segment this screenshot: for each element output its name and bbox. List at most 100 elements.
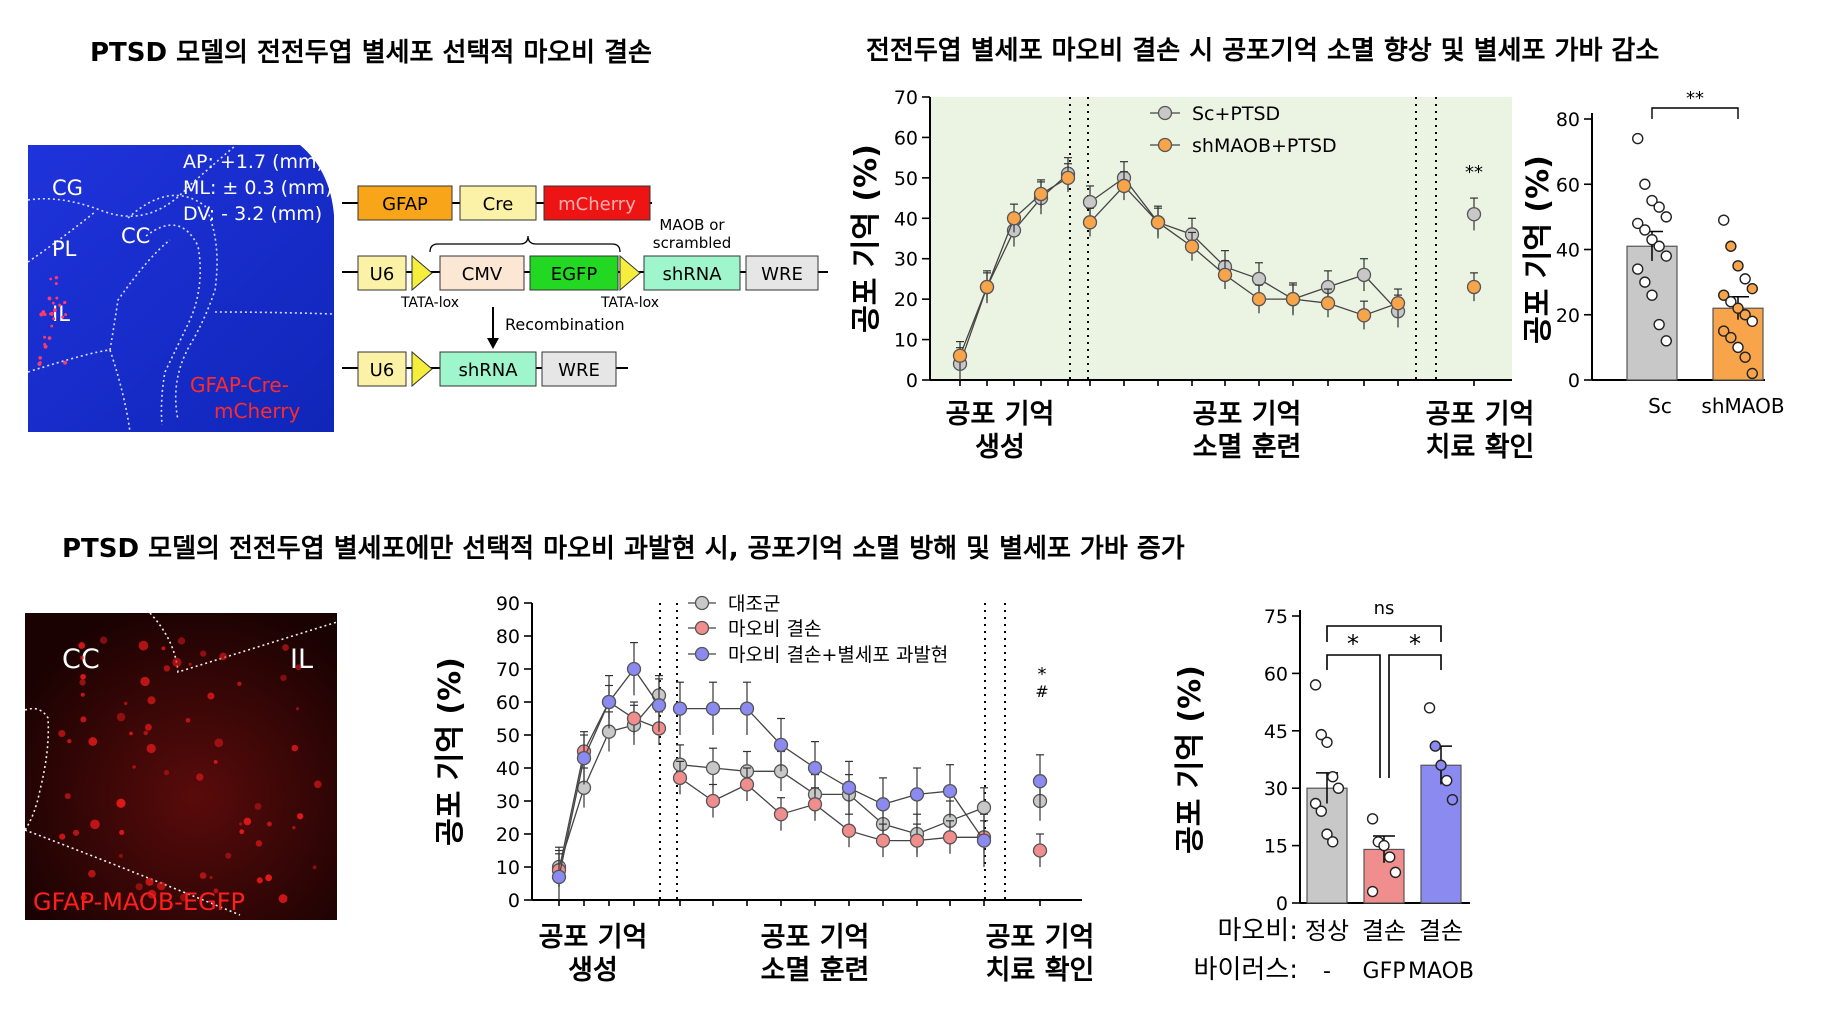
data-point: [841, 823, 857, 838]
lox-triangle-3: [411, 350, 433, 388]
brain-slice-micrograph-bottom: CC IL GFAP-MAOB-EGFP: [24, 612, 338, 920]
individual-point: [1366, 813, 1379, 825]
data-point: [875, 833, 891, 848]
data-point: [1184, 239, 1200, 254]
phase-label: 공포 기억: [1193, 399, 1302, 430]
region-label-pl: PL: [52, 237, 77, 261]
individual-point: [1653, 318, 1665, 331]
cell-dot: [64, 313, 68, 317]
astrocyte-dot: [119, 829, 125, 835]
astrocyte-dot: [72, 829, 80, 836]
cell-dot: [43, 335, 47, 339]
data-point: [705, 701, 721, 716]
cell-dot: [63, 300, 67, 305]
data-point: [807, 797, 823, 812]
data-point: [1116, 178, 1132, 194]
individual-point: [1725, 296, 1737, 308]
astrocyte-dot: [147, 889, 157, 899]
astrocyte-dot: [291, 744, 299, 752]
individual-point: [1660, 335, 1672, 347]
data-point: [909, 787, 925, 802]
data-point: [1466, 207, 1482, 222]
cre-label: Cre: [483, 194, 514, 215]
y-tick-label: 70: [894, 87, 918, 109]
y-tick-label: 20: [496, 824, 520, 846]
lox-triangle-1: [411, 254, 433, 292]
phase-sublabel: 소멸 훈련: [761, 955, 870, 986]
individual-point: [1389, 866, 1402, 879]
legend-label: 대조군: [728, 593, 780, 615]
individual-point: [1646, 194, 1658, 207]
astrocyte-dot: [116, 798, 126, 808]
individual-point: [1435, 759, 1447, 771]
data-point: [672, 701, 688, 716]
data-point: [976, 800, 992, 815]
data-point: [739, 701, 755, 716]
y-tick-label: 30: [894, 249, 918, 271]
series-line: [1089, 184, 1399, 317]
individual-point: [1384, 851, 1396, 863]
panel-title-bottom: PTSD 모델의 전전두엽 별세포에만 선택적 마오비 과발현 시, 공포기억 …: [62, 534, 1185, 564]
astrocyte-dot: [265, 874, 273, 882]
data-point: [909, 833, 925, 848]
y-tick-label: 40: [894, 208, 918, 230]
y-tick-label: 0: [906, 370, 918, 392]
region-label-cg: CG: [52, 176, 83, 200]
astrocyte-dot: [138, 640, 149, 651]
astrocyte-dot: [313, 780, 322, 789]
y-tick-label: 60: [1264, 663, 1288, 685]
data-point: [942, 830, 958, 845]
virus-label: MAOB: [1408, 959, 1474, 984]
legend-label: Sc+PTSD: [1192, 103, 1280, 125]
individual-point: [1429, 740, 1441, 752]
chart-fear-memory-shmaob-bar: 0 20 40 60 80 공포 기억 (%) Sc shMAOB **: [1521, 88, 1785, 418]
astrocyte-dot: [188, 662, 192, 666]
row-label-virus: 바이러스:: [1194, 955, 1298, 985]
panel-title-top-right: 전전두엽 별세포 마오비 결손 시 공포기억 소멸 향상 및 별세포 가바 감소: [866, 36, 1660, 66]
astrocyte-dot: [80, 716, 87, 723]
y-tick-label: 20: [1556, 305, 1580, 327]
individual-point: [1646, 234, 1658, 246]
individual-point: [1366, 885, 1379, 898]
astrocyte-dot: [156, 881, 166, 891]
cell-dot: [49, 312, 53, 316]
astrocyte-dot: [282, 644, 289, 651]
individual-point: [1632, 263, 1644, 275]
astrocyte-dot: [239, 829, 245, 835]
individual-point: [1639, 224, 1651, 236]
astrocyte-dot: [135, 883, 143, 891]
data-point: [1006, 211, 1022, 226]
astrocyte-dot: [255, 840, 263, 847]
individual-point: [1632, 132, 1644, 145]
astrocyte-dot: [116, 712, 126, 722]
y-tick-label: 80: [496, 626, 520, 648]
cell-dot: [54, 282, 58, 286]
series-line: [679, 764, 985, 835]
astrocyte-dot: [79, 679, 86, 686]
data-point: [626, 661, 642, 677]
gfap-label: GFAP: [382, 194, 428, 215]
y-tick-label: 75: [1264, 606, 1288, 628]
wre-label-2: WRE: [558, 360, 600, 381]
significance-marker-star: *: [1038, 664, 1047, 685]
astrocyte-dot: [172, 657, 182, 668]
astrocyte-dot: [196, 773, 204, 781]
astrocyte-dot: [59, 833, 66, 840]
individual-point: [1746, 282, 1758, 295]
virus-label: -: [1323, 959, 1331, 984]
bracket-right: [1388, 654, 1442, 778]
astrocyte-dot: [67, 738, 72, 744]
cell-dot: [50, 324, 54, 328]
individual-point: [1660, 211, 1672, 223]
cell-dot: [49, 277, 52, 281]
legend-marker: [694, 595, 710, 611]
astrocyte-dot: [280, 674, 287, 682]
individual-point: [1327, 771, 1339, 783]
individual-point: [1725, 331, 1737, 344]
data-point: [1320, 296, 1336, 311]
data-point: [1390, 296, 1406, 311]
individual-point: [1423, 702, 1436, 714]
astrocyte-dot: [254, 803, 262, 810]
bracket-ns: [1326, 625, 1442, 642]
